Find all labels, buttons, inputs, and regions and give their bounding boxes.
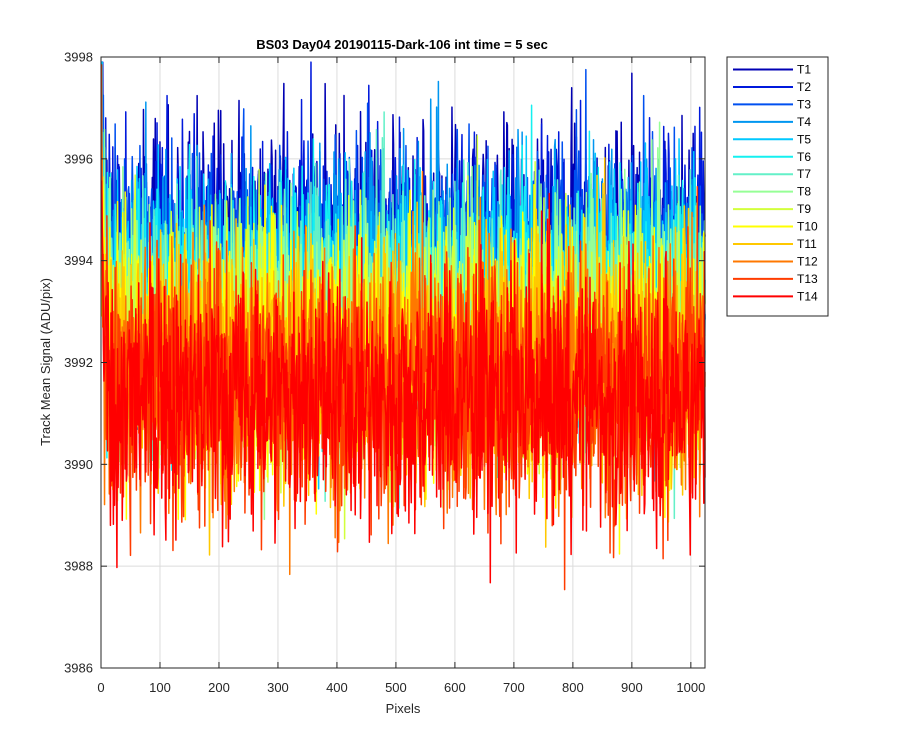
x-tick-label: 300 <box>267 680 289 695</box>
x-axis-label: Pixels <box>386 701 421 716</box>
series-lines <box>100 61 706 591</box>
legend-label-t8: T8 <box>797 185 811 199</box>
y-axis-ticks: 3986 3988 3990 3992 3994 3996 3998 <box>64 50 705 676</box>
legend-label-t6: T6 <box>797 150 811 164</box>
legend-label-t7: T7 <box>797 167 811 181</box>
x-tick-label: 500 <box>385 680 407 695</box>
y-axis-label: Track Mean Signal (ADU/pix) <box>38 278 53 446</box>
series-line-t14 <box>100 180 706 584</box>
x-tick-label: 800 <box>562 680 584 695</box>
y-tick-label: 3994 <box>64 253 93 268</box>
chart-title: BS03 Day04 20190115-Dark-106 int time = … <box>256 37 548 52</box>
x-tick-label: 400 <box>326 680 348 695</box>
legend-label-t14: T14 <box>797 289 818 303</box>
x-tick-label: 100 <box>149 680 171 695</box>
legend-label-t2: T2 <box>797 80 811 94</box>
x-tick-label: 1000 <box>676 680 705 695</box>
x-tick-label: 900 <box>621 680 643 695</box>
legend-label-t1: T1 <box>797 63 811 77</box>
y-tick-label: 3996 <box>64 151 93 166</box>
legend-box <box>726 56 829 317</box>
legend-label-t5: T5 <box>797 132 811 146</box>
legend-label-t12: T12 <box>797 254 818 268</box>
legend-label-t4: T4 <box>797 115 811 129</box>
legend-label-t11: T11 <box>797 237 817 251</box>
legend-label-t3: T3 <box>797 97 811 111</box>
y-tick-label: 3988 <box>64 559 93 574</box>
y-tick-label: 3990 <box>64 457 93 472</box>
y-tick-label: 3998 <box>64 50 93 65</box>
legend-label-t10: T10 <box>797 220 818 234</box>
legend: T1 T2 T3 T4 T5 T6 T7 T8 T9 T10 T11 T12 T13 T14 <box>726 56 829 317</box>
x-tick-label: 700 <box>503 680 525 695</box>
y-tick-label: 3992 <box>64 355 93 370</box>
y-tick-label: 3986 <box>64 661 93 676</box>
x-tick-label: 200 <box>208 680 230 695</box>
x-tick-label: 600 <box>444 680 466 695</box>
x-tick-label: 0 <box>97 680 104 695</box>
legend-label-t13: T13 <box>797 272 818 286</box>
legend-label-t9: T9 <box>797 202 811 216</box>
x-axis-ticks: 0 100 200 300 400 500 600 700 800 900 1000 <box>97 57 705 695</box>
